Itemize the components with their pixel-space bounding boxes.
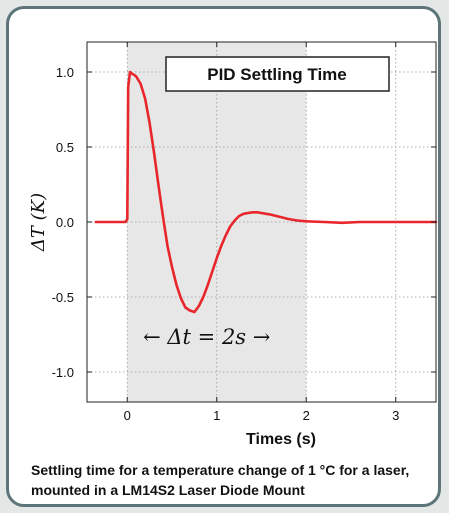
y-tick-label: 0.0: [56, 215, 74, 230]
settling-annotation: ← Δt = 2s →: [143, 325, 270, 349]
plot-area: [86, 41, 438, 403]
title-box-border: [165, 56, 390, 92]
series-line: [94, 70, 438, 314]
tick-marks: [87, 42, 436, 402]
chart-title-box: PID Settling Time: [165, 56, 390, 92]
y-tick-labels: 1.0 0.5 0.0 -0.5 -1.0: [52, 65, 74, 380]
x-tick-label: 1: [213, 408, 220, 423]
chart-title: PID Settling Time: [207, 65, 347, 84]
y-tick-label: -0.5: [52, 290, 74, 305]
x-tick-labels: 0 1 2 3: [124, 408, 400, 423]
y-axis-label: ΔT (K): [28, 193, 49, 252]
y-tick-label: 0.5: [56, 140, 74, 155]
x-axis-label: Times (s): [246, 431, 316, 448]
figure-caption: Settling time for a temperature change o…: [31, 462, 410, 498]
x-tick-label: 0: [124, 408, 131, 423]
y-tick-label: 1.0: [56, 65, 74, 80]
series-layer: [94, 70, 438, 314]
x-tick-label: 3: [392, 408, 399, 423]
y-tick-label: -1.0: [52, 365, 74, 380]
x-tick-label: 2: [303, 408, 310, 423]
